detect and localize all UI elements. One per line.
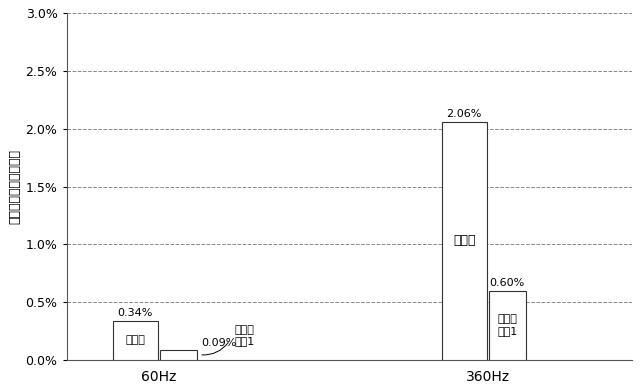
Bar (442, 122, 487, 360)
Text: 0.09%: 0.09% (201, 338, 237, 348)
Bar (113, 321, 158, 360)
Text: 0.60%: 0.60% (490, 278, 525, 288)
Text: 2.06%: 2.06% (447, 109, 482, 119)
Text: 実施の
形態1: 実施の 形態1 (497, 314, 518, 336)
Text: 実施の
形態1: 実施の 形態1 (234, 325, 254, 347)
Text: 比較例: 比較例 (453, 234, 476, 247)
Y-axis label: 実効抵抗増加率［％］: 実効抵抗増加率［％］ (8, 149, 21, 224)
Text: 0.34%: 0.34% (118, 308, 153, 318)
Bar (489, 290, 526, 360)
Bar (160, 350, 197, 360)
Text: 比較例: 比較例 (125, 335, 145, 345)
